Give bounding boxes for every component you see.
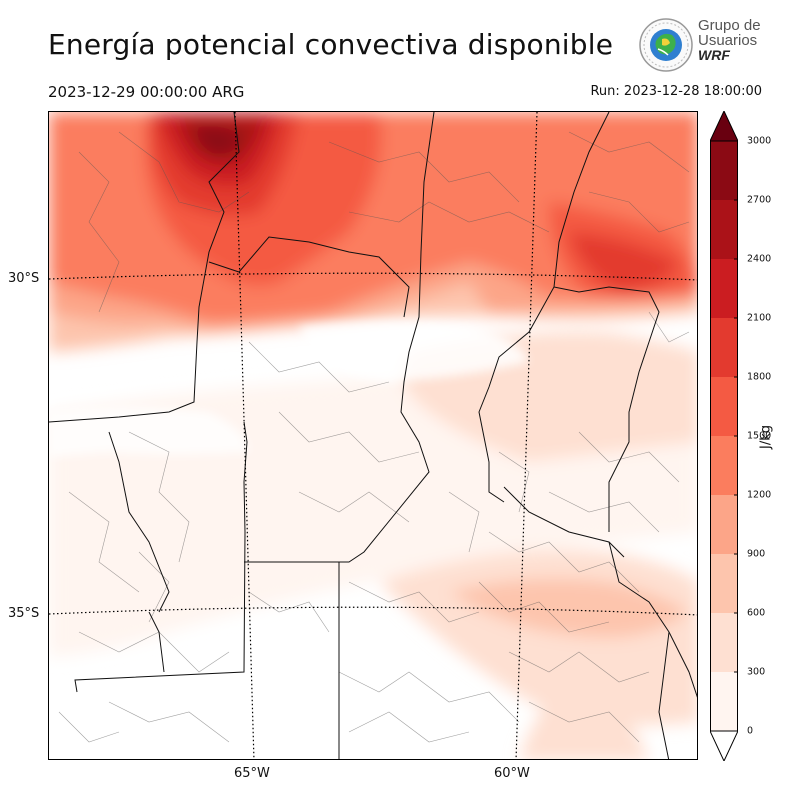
grupo-usuarios-wrf-logo: Grupo de Usuarios WRF — [638, 14, 768, 76]
logo-line3: WRF — [698, 47, 730, 63]
colorbar-tick-label: 0 — [747, 725, 754, 737]
colorbar-band — [710, 672, 738, 731]
province-boundaries — [49, 112, 697, 759]
colorbar-tick-label: 600 — [747, 607, 766, 619]
colorbar-tick-label: 900 — [747, 548, 766, 560]
lat-label-30s: 30°S — [8, 271, 40, 286]
map-title: Energía potencial convectiva disponible — [48, 28, 614, 61]
colorbar-extend-high — [710, 111, 738, 142]
colorbar-tick-label: 300 — [747, 666, 766, 678]
colorbar-unit-label: J/kg — [758, 425, 774, 449]
run-time: Run: 2023-12-28 18:00:00 — [590, 84, 762, 99]
colorbar-band — [710, 377, 738, 436]
colorbar-band — [710, 318, 738, 377]
colorbar-tick-label: 1500 — [747, 430, 772, 442]
colorbar-tick-label: 3000 — [747, 135, 772, 147]
globe-seal-icon — [639, 18, 693, 72]
valid-time: 2023-12-29 00:00:00 ARG — [48, 83, 245, 101]
colorbar-band — [710, 495, 738, 554]
colorbar-tick-label: 1200 — [747, 489, 772, 501]
cape-map — [48, 111, 698, 760]
colorbar-band — [710, 259, 738, 318]
colorbar-band — [710, 200, 738, 259]
colorbar-extend-low — [710, 730, 738, 761]
colorbar-band — [710, 141, 738, 200]
colorbar-band — [710, 436, 738, 495]
colorbar-tick-label: 1800 — [747, 371, 772, 383]
logo-line2: Usuarios — [698, 32, 758, 49]
cape-white-gaps — [49, 322, 529, 457]
lon-label-65w: 65°W — [234, 766, 270, 781]
colorbar-tick-label: 2100 — [747, 312, 772, 324]
colorbar-tick-label: 2700 — [747, 194, 772, 206]
colorbar-tick-label: 2400 — [747, 253, 772, 265]
department-boundaries — [58, 131, 690, 743]
colorbar-band — [710, 613, 738, 672]
logo-line1: Grupo de — [698, 17, 761, 34]
lon-label-60w: 60°W — [494, 766, 530, 781]
graticule — [49, 112, 697, 759]
colorbar-band — [710, 554, 738, 613]
colorbar — [710, 111, 738, 761]
lat-label-35s: 35°S — [8, 606, 40, 621]
